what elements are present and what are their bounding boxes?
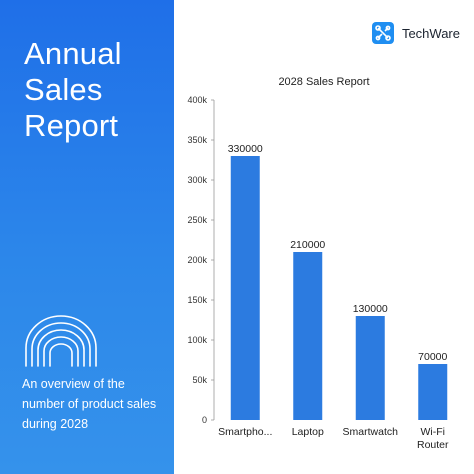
- y-tick-label: 200k: [187, 255, 207, 265]
- bar: [230, 156, 260, 420]
- x-category-label: Laptop: [292, 426, 324, 438]
- brand: TechWare: [371, 22, 460, 44]
- x-category-label: Smartwatch: [343, 426, 399, 438]
- y-tick-label: 0: [202, 415, 207, 425]
- y-tick-label: 150k: [187, 295, 207, 305]
- bar: [293, 252, 323, 420]
- molecule-logo-icon: [371, 22, 394, 44]
- left-panel: Annual Sales Report An overview of the n…: [0, 0, 174, 474]
- report-description: An overview of the number of product sal…: [22, 377, 157, 431]
- right-panel: TechWare: [174, 0, 474, 474]
- bar-chart: 2028 Sales Report 0 50k 100k 150k 200k 250k 30…: [187, 76, 449, 451]
- bar: [355, 316, 385, 420]
- headline-line: Annual: [24, 36, 122, 71]
- headline: Annual Sales Report: [24, 36, 164, 144]
- y-tick-label: 250k: [187, 215, 207, 225]
- y-tick-label: 350k: [187, 135, 207, 145]
- headline-line: Report: [24, 108, 119, 143]
- brand-name: TechWare: [401, 25, 460, 41]
- x-category-label: Router: [417, 439, 449, 451]
- y-tick-label: 100k: [187, 335, 207, 345]
- y-tick-label: 50k: [192, 375, 207, 385]
- chart-title: 2028 Sales Report: [278, 76, 369, 88]
- bars: 330000 210000 130000 70000: [228, 143, 448, 420]
- bar-data-label: 70000: [418, 351, 447, 363]
- y-tick-label: 300k: [187, 175, 207, 185]
- y-tick-label: 400k: [187, 95, 207, 105]
- rainbow-arches-icon: [25, 315, 97, 367]
- bar-data-label: 330000: [228, 143, 263, 155]
- bar: [418, 364, 448, 420]
- bar-data-label: 130000: [353, 303, 388, 315]
- headline-line: Sales: [24, 72, 103, 107]
- bar-data-label: 210000: [290, 239, 325, 251]
- x-category-label: Smartpho...: [218, 426, 272, 438]
- y-axis: 0 50k 100k 150k 200k 250k 300k 350k 400k: [187, 95, 215, 425]
- x-category-label: Wi-Fi: [421, 426, 446, 438]
